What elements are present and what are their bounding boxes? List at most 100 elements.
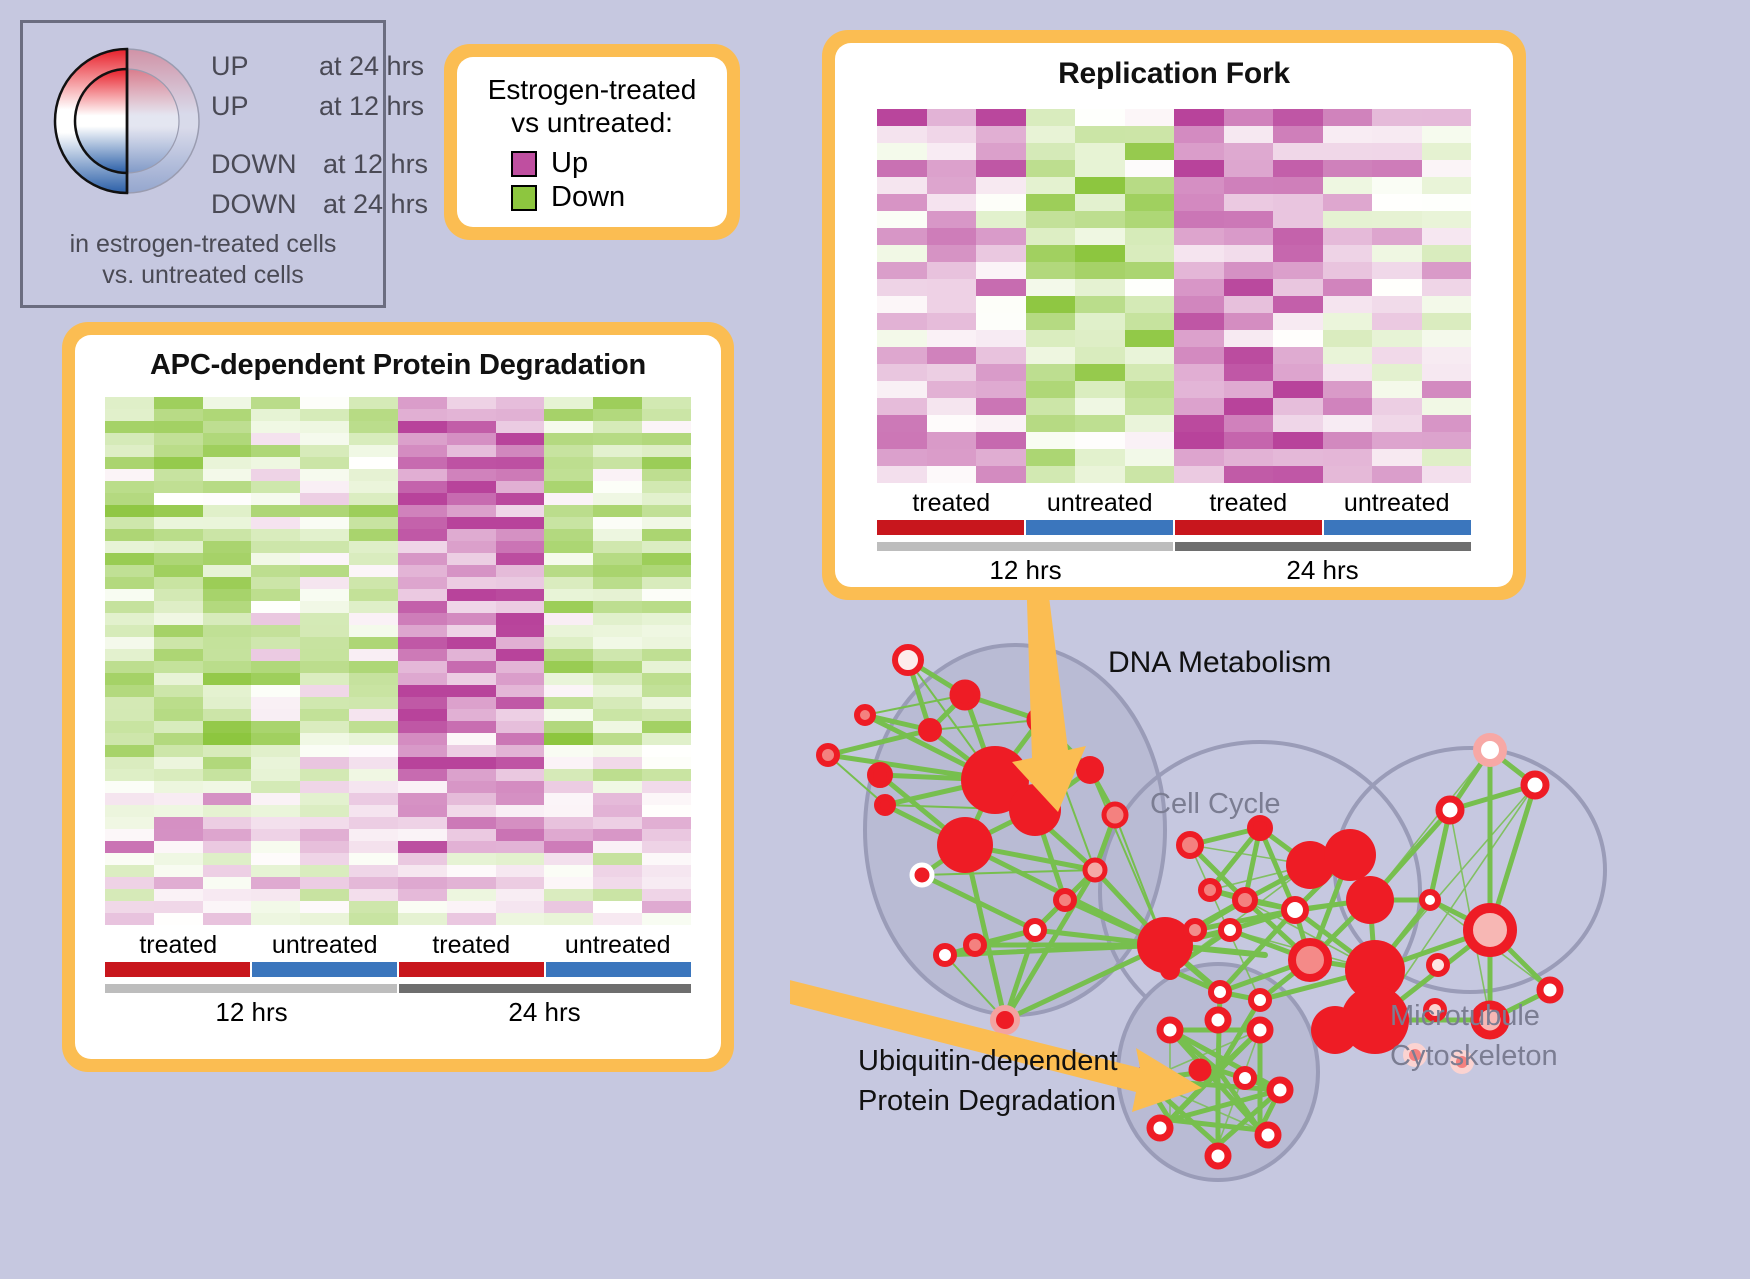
- heatmap-cell: [1421, 177, 1471, 194]
- apc-group-label-3: untreated: [564, 931, 671, 959]
- heatmap-cell: [593, 745, 643, 757]
- heatmap-cell: [593, 505, 643, 517]
- heatmap-cell: [153, 721, 203, 733]
- heatmap-cell: [976, 398, 1026, 415]
- heatmap-cell: [593, 865, 643, 877]
- heatmap-cell: [1025, 262, 1075, 279]
- heatmap-cell: [153, 469, 203, 481]
- heatmap-cell: [105, 877, 154, 889]
- heatmap-cell: [251, 745, 301, 757]
- heatmap-cell: [446, 913, 496, 925]
- heatmap-cell: [1273, 262, 1323, 279]
- heatmap-cell: [1273, 245, 1323, 262]
- heatmap-cell: [446, 493, 496, 505]
- legend-item-up: Up: [511, 147, 717, 180]
- heatmap-cell: [349, 757, 398, 769]
- heatmap-cell: [1174, 466, 1224, 483]
- heatmap-cell: [349, 625, 398, 637]
- heatmap-cell: [1372, 194, 1422, 211]
- heatmap-cell: [1124, 330, 1174, 347]
- heatmap-cell: [1075, 177, 1125, 194]
- heatmap-cell: [926, 109, 976, 126]
- heatmap-cell: [349, 769, 398, 781]
- heatmap-cell: [349, 805, 398, 817]
- heatmap-cell: [544, 505, 594, 517]
- key-row-2-label: DOWN: [211, 149, 297, 179]
- heatmap-cell: [495, 697, 545, 709]
- heatmap-cell: [544, 601, 594, 613]
- heatmap-cell: [642, 721, 691, 733]
- heatmap-cell: [1124, 177, 1174, 194]
- heatmap-cell: [1421, 245, 1471, 262]
- heatmap-cell: [300, 433, 350, 445]
- heatmap-cell: [105, 901, 154, 913]
- heatmap-cell: [397, 913, 447, 925]
- heatmap-cell: [251, 445, 301, 457]
- heatmap-cell: [642, 913, 691, 925]
- heatmap-cell: [1025, 160, 1075, 177]
- arrow-to-dna-metabolism: [1012, 600, 1086, 812]
- heatmap-cell: [1174, 347, 1224, 364]
- heatmap-cell: [446, 841, 496, 853]
- heatmap-cell: [593, 541, 643, 553]
- heatmap-cell: [153, 877, 203, 889]
- heatmap-cell: [1273, 126, 1323, 143]
- apc-group-label-1: untreated: [271, 931, 378, 959]
- heatmap-cell: [642, 445, 691, 457]
- heatmap-cell: [202, 649, 252, 661]
- heatmap-cell: [976, 109, 1026, 126]
- heatmap-cell: [1124, 262, 1174, 279]
- heatmap-cell: [495, 493, 545, 505]
- heatmap-cell: [642, 637, 691, 649]
- heatmap-cell: [251, 877, 301, 889]
- heatmap-cell: [251, 793, 301, 805]
- heatmap-cell: [1075, 109, 1125, 126]
- heatmap-cell: [877, 330, 927, 347]
- heatmap-cell: [642, 877, 691, 889]
- heatmap-cell: [251, 553, 301, 565]
- heatmap-cell: [1174, 143, 1224, 160]
- heatmap-cell: [593, 481, 643, 493]
- heatmap-cell: [642, 901, 691, 913]
- heatmap-cell: [1223, 398, 1273, 415]
- updown-legend-rows: Up Down: [467, 147, 717, 214]
- heatmap-cell: [446, 541, 496, 553]
- heatmap-cell: [1322, 432, 1372, 449]
- heatmap-cell: [877, 160, 927, 177]
- heatmap-cell: [300, 649, 350, 661]
- heatmap-cell: [1322, 449, 1372, 466]
- heatmap-cell: [1075, 126, 1125, 143]
- heatmap-cell: [300, 913, 350, 925]
- treatment-bar-segment: [1175, 520, 1322, 535]
- heatmap-cell: [349, 589, 398, 601]
- heatmap-cell: [446, 877, 496, 889]
- heatmap-cell: [300, 685, 350, 697]
- heatmap-cell: [976, 228, 1026, 245]
- heatmap-cell: [251, 577, 301, 589]
- heatmap-cell: [397, 433, 447, 445]
- heatmap-cell: [544, 853, 594, 865]
- heatmap-cell: [105, 697, 154, 709]
- heatmap-cell: [349, 817, 398, 829]
- heatmap-cell: [153, 481, 203, 493]
- heatmap-cell: [877, 449, 927, 466]
- heatmap-cell: [397, 805, 447, 817]
- key-row-2-time: at 12 hrs: [323, 149, 429, 179]
- heatmap-cell: [495, 421, 545, 433]
- time-bar-segment-12hrs: [105, 984, 397, 993]
- heatmap-cell: [202, 409, 252, 421]
- heatmap-cell: [153, 757, 203, 769]
- heatmap-cell: [300, 781, 350, 793]
- heatmap-cell: [926, 262, 976, 279]
- heatmap-cell: [153, 433, 203, 445]
- heatmap-cell: [446, 505, 496, 517]
- heatmap-cell: [1322, 194, 1372, 211]
- heatmap-cell: [1075, 143, 1125, 160]
- heatmap-cell: [1322, 177, 1372, 194]
- heatmap-cell: [251, 469, 301, 481]
- heatmap-cell: [105, 481, 154, 493]
- heatmap-cell: [397, 901, 447, 913]
- heatmap-cell: [397, 625, 447, 637]
- heatmap-cell: [593, 853, 643, 865]
- heatmap-cell: [1124, 160, 1174, 177]
